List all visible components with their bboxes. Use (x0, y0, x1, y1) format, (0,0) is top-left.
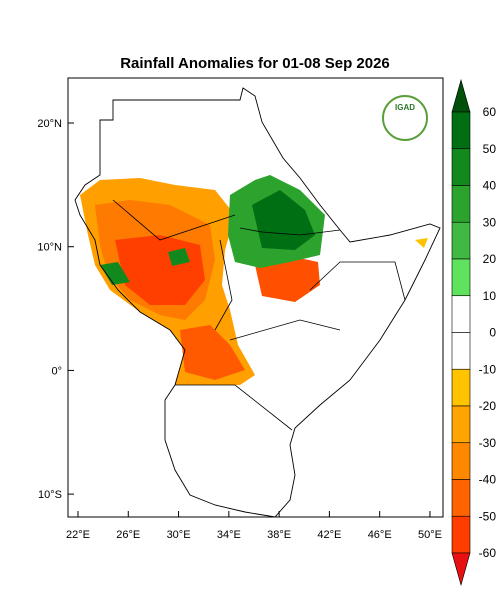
colorbar-swatch (451, 258, 471, 297)
logo-text: IGAD (395, 103, 415, 112)
axes: 20°N 10°N 0° 10°S 22°E 26°E 30°E 34°E 38°E 42°E 46… (37, 118, 442, 541)
colorbar-label: -20 (479, 399, 497, 413)
colorbar-swatch (451, 515, 471, 554)
colorbar: 60 50 40 30 20 10 0 -10 -20 -30 -40 -50 -60 (451, 78, 497, 587)
lon-tick-label: 34°E (217, 529, 241, 541)
colorbar-swatch (451, 185, 471, 223)
colorbar-swatch (451, 221, 471, 260)
colorbar-label: 20 (483, 252, 497, 266)
colorbar-label: -50 (479, 509, 497, 523)
lon-tick-label: 26°E (116, 529, 140, 541)
lat-tick-label: 20°N (37, 118, 62, 130)
colorbar-swatch (451, 111, 471, 150)
title: Rainfall Anomalies for 01-08 Sep 2026 (120, 55, 390, 72)
lon-tick-label: 42°E (317, 529, 341, 541)
lat-tick-label: 10°N (37, 242, 62, 254)
colorbar-swatch (451, 479, 471, 517)
colorbar-label: 10 (483, 289, 497, 303)
colorbar-label: 60 (483, 105, 497, 119)
colorbar-label: 30 (483, 215, 497, 229)
lat-tick-label: 10°S (38, 489, 62, 501)
colorbar-swatch (451, 442, 471, 480)
anomaly-fields (80, 175, 428, 385)
colorbar-swatch (451, 332, 471, 370)
colorbar-label: -40 (479, 473, 497, 487)
colorbar-swatch (451, 405, 471, 444)
colorbar-swatch (451, 148, 471, 186)
colorbar-label: 0 (489, 326, 496, 340)
lon-tick-label: 38°E (267, 529, 291, 541)
colorbar-label: 50 (483, 142, 497, 156)
colorbar-label: -30 (479, 436, 497, 450)
logo (382, 95, 428, 141)
lon-tick-label: 30°E (167, 529, 191, 541)
lat-tick-label: 0° (51, 365, 62, 377)
region-outline (74, 87, 441, 518)
colorbar-label: 40 (483, 179, 497, 193)
colorbar-label: -60 (479, 546, 497, 560)
colorbar-swatch (451, 295, 471, 333)
lon-tick-label: 50°E (418, 529, 442, 541)
lon-tick-label: 22°E (66, 529, 90, 541)
colorbar-swatch (451, 368, 471, 407)
colorbar-cap (451, 78, 471, 113)
borders (112, 199, 406, 431)
colorbar-cap (451, 552, 471, 587)
colorbar-label: -10 (479, 362, 497, 376)
lon-tick-label: 46°E (368, 529, 392, 541)
